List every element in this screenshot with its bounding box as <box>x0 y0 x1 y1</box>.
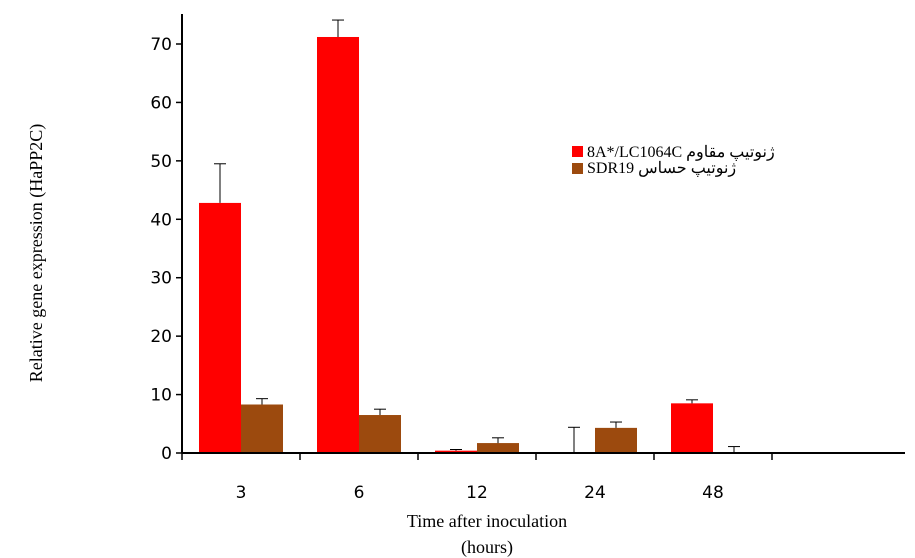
bars-layer <box>199 36 713 453</box>
x-tick-label-12: 12 <box>466 483 488 503</box>
y-tick-label-40: 40 <box>150 210 172 230</box>
x-axis-title: Time after inoculation <box>407 511 567 531</box>
bar-series1-6 <box>317 36 359 453</box>
x-tick-label-6: 6 <box>354 483 365 503</box>
x-tick-label-3: 3 <box>236 483 247 503</box>
x-axis-title-line2: (hours) <box>461 537 513 558</box>
legend-swatch-susceptible <box>572 163 583 174</box>
bar-series2-3 <box>241 404 283 453</box>
bar-series2-6 <box>359 415 401 453</box>
legend-label-susceptible: SDR19 ژنوتیپ حساس <box>587 160 736 177</box>
y-tick-label-30: 30 <box>150 269 172 289</box>
y-tick-label-60: 60 <box>150 93 172 113</box>
error-bars-layer <box>214 19 740 453</box>
x-ticks-layer: 3 6 12 24 48 <box>181 453 773 503</box>
y-tick-label-50: 50 <box>150 152 172 172</box>
legend: 8A*/LC1064C ژنوتیپ مقاوم SDR19 ژنوتیپ حس… <box>572 144 775 177</box>
y-ticks-layer: 0 10 20 30 40 50 60 70 <box>150 35 182 464</box>
bar-series1-12 <box>435 450 477 453</box>
legend-label-resistant: 8A*/LC1064C ژنوتیپ مقاوم <box>587 144 775 161</box>
y-tick-label-20: 20 <box>150 327 172 347</box>
y-axis-title: Relative gene expression (HaPP2C) <box>26 124 47 382</box>
bar-series2-24 <box>595 427 637 453</box>
bar-series2-12 <box>477 443 519 453</box>
axes-layer <box>181 14 905 454</box>
y-tick-label-0: 0 <box>161 444 172 464</box>
legend-swatch-resistant <box>572 146 583 157</box>
bar-series1-3 <box>199 202 241 453</box>
x-tick-label-48: 48 <box>702 483 724 503</box>
x-tick-label-24: 24 <box>584 483 606 503</box>
y-tick-label-70: 70 <box>150 35 172 55</box>
bar-series1-48 <box>671 403 713 453</box>
y-tick-label-10: 10 <box>150 386 172 406</box>
